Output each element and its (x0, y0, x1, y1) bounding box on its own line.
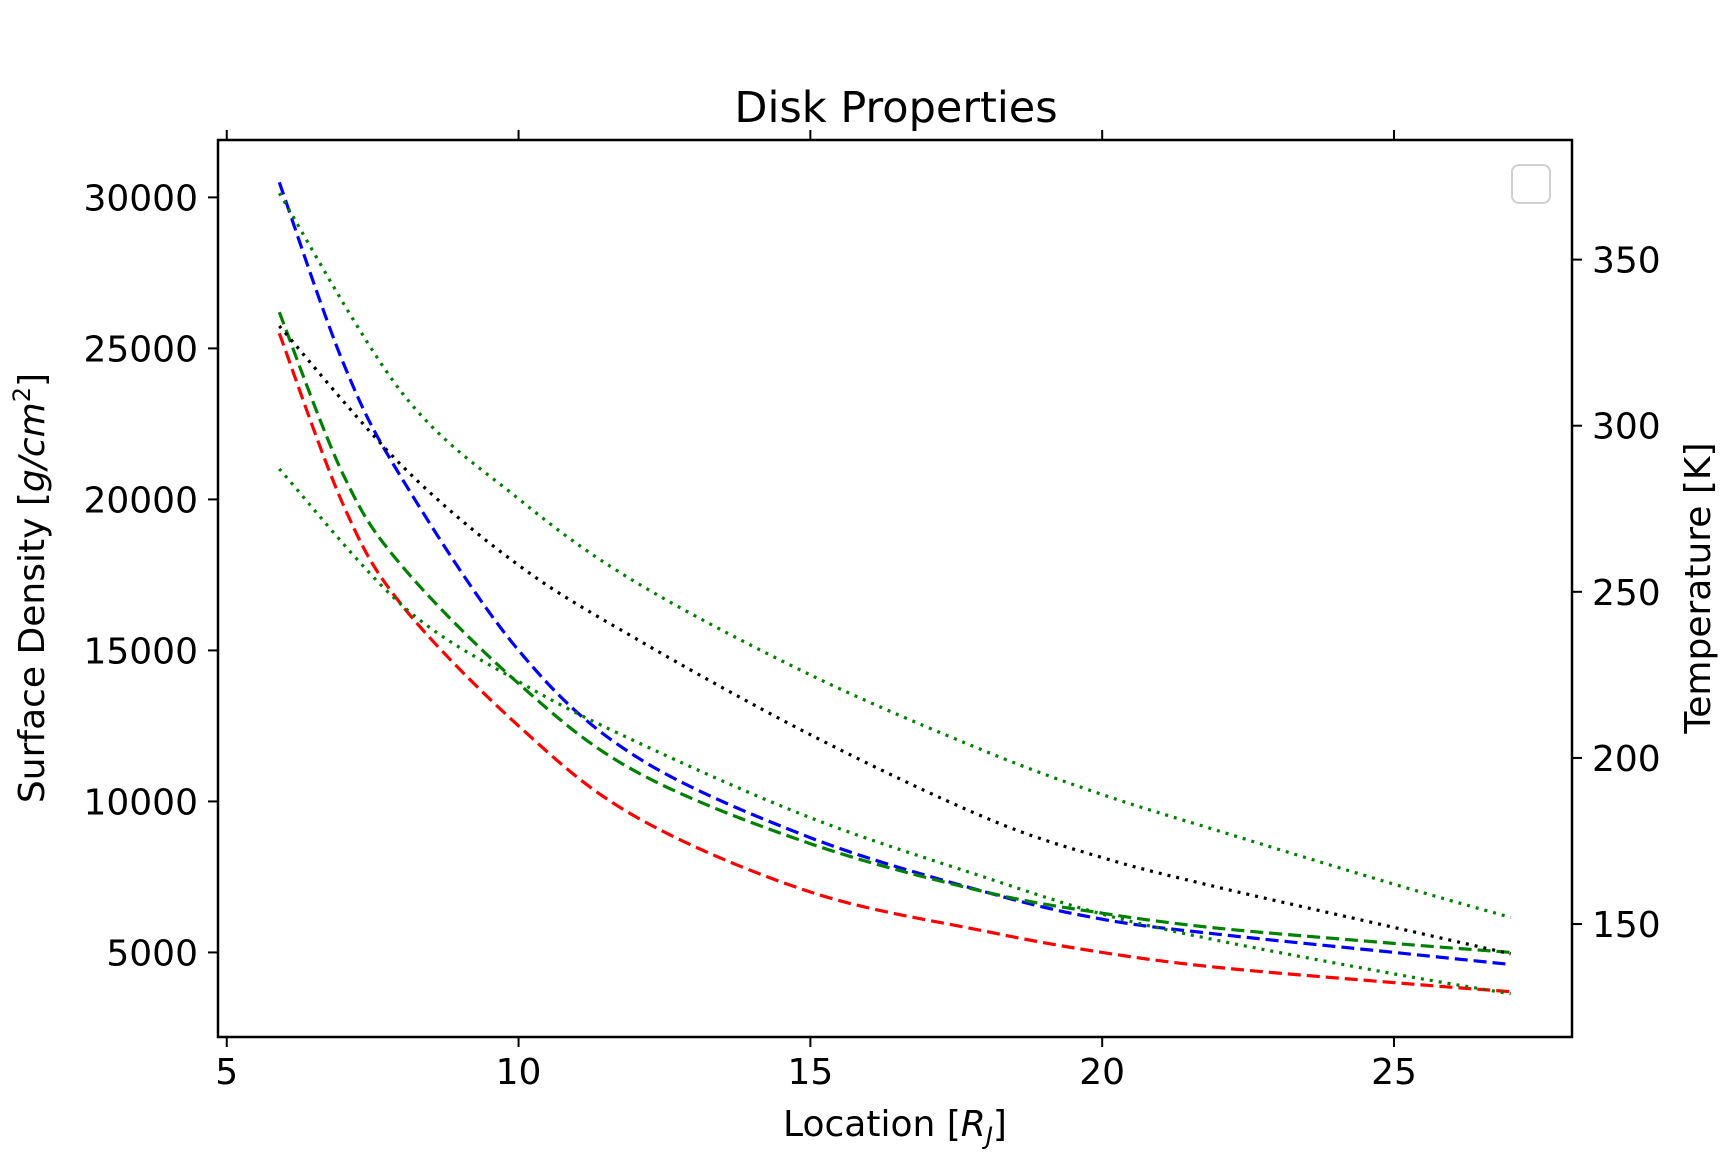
y2-tick-label: 300 (1592, 407, 1661, 448)
series-line-2 (277, 311, 1511, 954)
series-line-1 (277, 181, 1511, 967)
y-tick-label: 30000 (83, 178, 198, 219)
x-tick-label: 15 (787, 1052, 833, 1093)
series-line-4 (277, 192, 1512, 919)
x-axis: 5 10 15 20 25 (215, 130, 1417, 1093)
x-tick-label: 10 (496, 1052, 542, 1093)
y2-tick-label: 150 (1592, 905, 1661, 946)
plot-frame (216, 138, 1574, 1039)
y-axis-label: Surface Density [g/cm2] (8, 373, 53, 803)
y-tick-label: 20000 (83, 480, 198, 521)
x-tick-label: 25 (1371, 1052, 1417, 1093)
y2-tick-label: 250 (1592, 573, 1661, 614)
y2-axis-label: Temperature [K] (1678, 442, 1719, 734)
y-tick-label: 15000 (83, 631, 198, 672)
y2-tick-label: 200 (1592, 739, 1661, 780)
y-axis-left: 5000 10000 15000 20000 25000 30000 (83, 178, 218, 974)
y-tick-label: 25000 (83, 329, 198, 370)
x-tick-label: 20 (1079, 1052, 1125, 1093)
y-tick-label: 5000 (106, 933, 198, 974)
chart-title: Disk Properties (734, 83, 1057, 133)
x-axis-label: Location [RJ] (783, 1104, 1007, 1150)
series-line-6 (278, 467, 1511, 996)
x-tick-label: 5 (215, 1052, 238, 1093)
legend-box (1511, 164, 1551, 204)
series-layer (277, 181, 1512, 996)
y-tick-label: 10000 (83, 782, 198, 823)
y2-tick-label: 350 (1592, 241, 1661, 282)
y-axis-right: 150 200 250 300 350 (1572, 241, 1661, 946)
series-line-3 (277, 332, 1511, 994)
